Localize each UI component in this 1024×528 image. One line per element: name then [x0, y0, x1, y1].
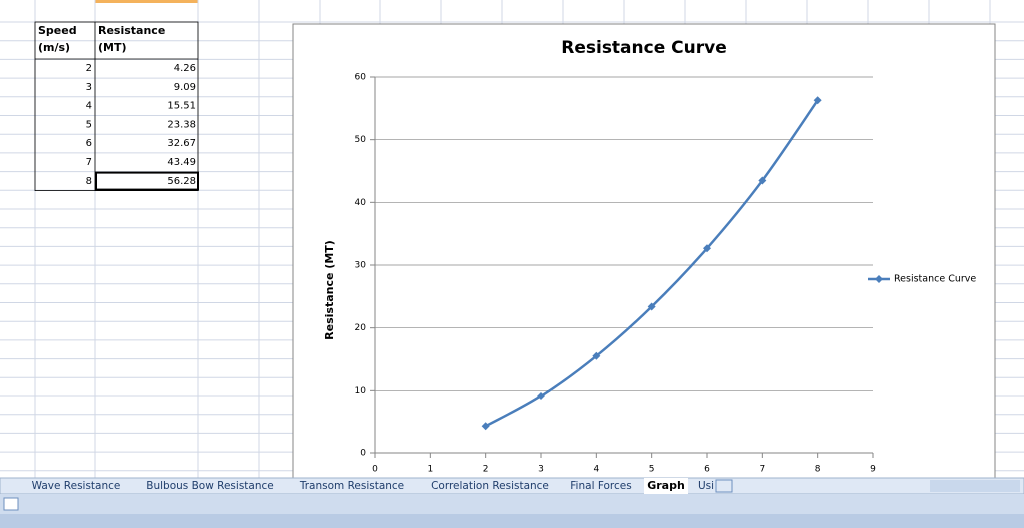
sheet-tab[interactable]: Final Forces [570, 480, 631, 492]
sheet-tab[interactable]: Usi [698, 480, 714, 492]
y-tick-label: 10 [355, 386, 367, 396]
x-tick-label: 4 [593, 465, 599, 475]
table-cell: 4.26 [174, 63, 196, 74]
active-tab-bg [644, 478, 688, 494]
sheet-tab[interactable]: Bulbous Bow Resistance [146, 480, 273, 492]
table: Speed Resistance (m/s) (MT) 2 4.26 3 9.09 4 15.51… [34, 21, 199, 192]
y-tick-label: 50 [355, 135, 367, 145]
selected-cell [95, 171, 199, 191]
table-cell: 5 [86, 119, 92, 130]
x-tick-label: 1 [427, 465, 433, 475]
data-point [592, 351, 601, 360]
table-cell: 9.09 [174, 82, 196, 93]
h-scrollbar[interactable] [930, 480, 1020, 492]
table-cell: 4 [86, 101, 92, 112]
table-cell: 2 [86, 63, 92, 74]
header-cell: Resistance [98, 24, 165, 37]
table-cell: 7 [86, 157, 92, 168]
table-cell: 3 [86, 82, 92, 93]
data-point [758, 176, 767, 185]
data-point [481, 422, 490, 431]
sheet-tab[interactable]: Wave Resistance [32, 480, 121, 492]
y-tick-label: 40 [355, 198, 367, 208]
chart-title: Resistance Curve [561, 38, 726, 58]
column-highlight [95, 0, 198, 3]
y-tick-label: 30 [355, 261, 367, 271]
table-cell: 32.67 [167, 138, 196, 149]
chart: 0 10 20 30 40 50 60 0 1 2 3 4 5 6 7 8 9 Resistance Curve [355, 73, 977, 475]
header-cell: (MT) [98, 41, 127, 54]
table-cell: 8 [86, 176, 92, 187]
y-axis-label: Resistance (MT) [323, 240, 336, 340]
x-tick-label: 2 [483, 465, 489, 475]
table-cell: 23.38 [167, 119, 196, 130]
legend-label: Resistance Curve [894, 274, 976, 285]
data-point [813, 96, 822, 105]
status-icon[interactable] [3, 497, 19, 511]
table-cell: 43.49 [167, 157, 196, 168]
sheet-tabs: Wave Resistance Bulbous Bow Resistance Tra… [32, 478, 733, 494]
tab-scroll [715, 479, 733, 493]
table-cell: 15.51 [167, 101, 196, 112]
x-tick-label: 6 [704, 465, 710, 475]
taskbar [0, 514, 1024, 528]
sheet-tab[interactable]: Transom Resistance [299, 480, 404, 492]
table-cell: 6 [86, 138, 92, 149]
chart-box [292, 23, 996, 479]
x-tick-label: 7 [759, 465, 765, 475]
data-point [703, 244, 711, 253]
y-tick-label: 0 [360, 449, 366, 459]
header-cell: Speed [38, 24, 77, 37]
x-tick-label: 0 [372, 465, 378, 475]
active-sheet-tab[interactable]: Graph [647, 479, 685, 492]
y-tick-label: 60 [355, 73, 367, 83]
sheet-tab[interactable]: Correlation Resistance [431, 480, 549, 492]
legend-marker [875, 275, 883, 283]
x-tick-label: 3 [538, 465, 544, 475]
data-point [647, 302, 656, 311]
header-cell: (m/s) [38, 41, 70, 54]
table-cell: 56.28 [167, 176, 196, 187]
data-point [537, 392, 545, 401]
x-tick-label: 5 [649, 465, 655, 475]
y-tick-label: 20 [355, 323, 367, 333]
x-tick-label: 9 [870, 465, 876, 475]
x-tick-label: 8 [815, 465, 821, 475]
